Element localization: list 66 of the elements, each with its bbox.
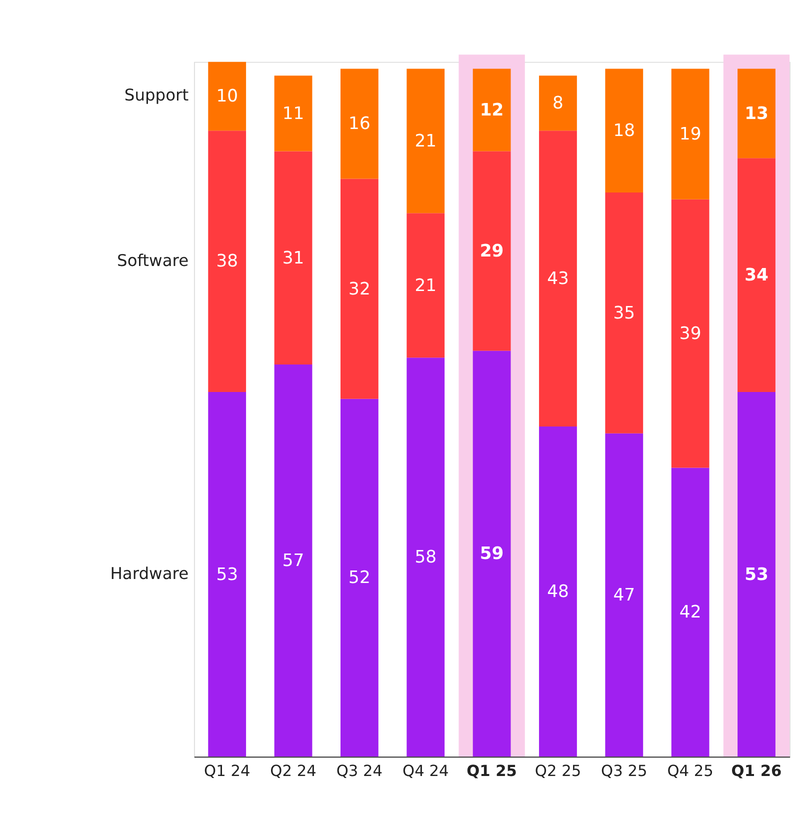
data-label: 29 bbox=[480, 241, 504, 262]
bar bbox=[671, 468, 710, 757]
bar bbox=[539, 130, 577, 426]
data-label: 53 bbox=[744, 564, 768, 585]
bar bbox=[406, 213, 445, 358]
bar bbox=[274, 76, 312, 152]
x-tick-label: Q1 26 bbox=[731, 762, 782, 780]
data-label: 12 bbox=[480, 100, 504, 120]
x-tick-label: Q3 24 bbox=[336, 762, 383, 780]
data-label: 21 bbox=[414, 276, 437, 296]
bar bbox=[738, 68, 776, 158]
data-label: 10 bbox=[216, 86, 238, 107]
data-label: 34 bbox=[744, 266, 768, 286]
series-label: Support bbox=[124, 86, 189, 105]
data-label: 43 bbox=[547, 268, 569, 289]
bar bbox=[274, 364, 312, 757]
data-label: 35 bbox=[613, 303, 636, 324]
bar bbox=[539, 426, 577, 757]
data-label: 13 bbox=[744, 104, 768, 124]
bar bbox=[738, 392, 776, 757]
data-label: 39 bbox=[679, 324, 702, 344]
bar bbox=[406, 358, 445, 757]
data-label: 53 bbox=[216, 564, 238, 585]
data-label: 57 bbox=[282, 551, 304, 572]
series-label: Hardware bbox=[110, 564, 189, 583]
data-label: 16 bbox=[348, 114, 370, 134]
data-label: 48 bbox=[547, 582, 569, 602]
bar bbox=[406, 68, 445, 214]
x-tick-label: Q1 25 bbox=[466, 762, 517, 780]
data-label: 21 bbox=[414, 131, 437, 152]
bar bbox=[340, 398, 378, 757]
data-label: 42 bbox=[679, 602, 702, 623]
x-tick-label: Q3 25 bbox=[601, 762, 648, 780]
data-label: 19 bbox=[679, 124, 702, 144]
bar bbox=[671, 199, 710, 468]
data-label: 32 bbox=[348, 279, 370, 300]
x-tick-label: Q1 24 bbox=[204, 762, 250, 780]
series-label: Software bbox=[117, 250, 189, 270]
data-label: 59 bbox=[480, 544, 504, 564]
bar bbox=[605, 433, 644, 757]
x-tick-label: Q2 25 bbox=[534, 762, 582, 780]
data-label: 38 bbox=[216, 252, 238, 272]
x-tick-label: Q2 24 bbox=[270, 762, 316, 780]
bar bbox=[472, 350, 511, 757]
bar bbox=[605, 68, 644, 193]
x-tick-label: Q4 25 bbox=[667, 762, 714, 780]
data-label: 58 bbox=[414, 548, 437, 568]
data-label: 52 bbox=[348, 568, 370, 588]
data-label: 8 bbox=[552, 94, 564, 114]
x-tick-label: Q4 24 bbox=[402, 762, 449, 780]
bar bbox=[472, 151, 511, 351]
bar bbox=[472, 68, 511, 152]
bar bbox=[208, 130, 246, 392]
bar bbox=[208, 392, 246, 757]
bar bbox=[605, 192, 644, 434]
data-label: 47 bbox=[613, 585, 636, 606]
data-label: 11 bbox=[282, 104, 304, 124]
data-label: 31 bbox=[282, 248, 304, 268]
bar bbox=[340, 68, 378, 179]
data-label: 18 bbox=[613, 121, 636, 142]
bar bbox=[738, 158, 776, 392]
bar bbox=[274, 151, 312, 365]
bar bbox=[539, 76, 577, 131]
bar bbox=[208, 62, 246, 131]
bar bbox=[340, 178, 378, 399]
bar bbox=[671, 68, 710, 200]
